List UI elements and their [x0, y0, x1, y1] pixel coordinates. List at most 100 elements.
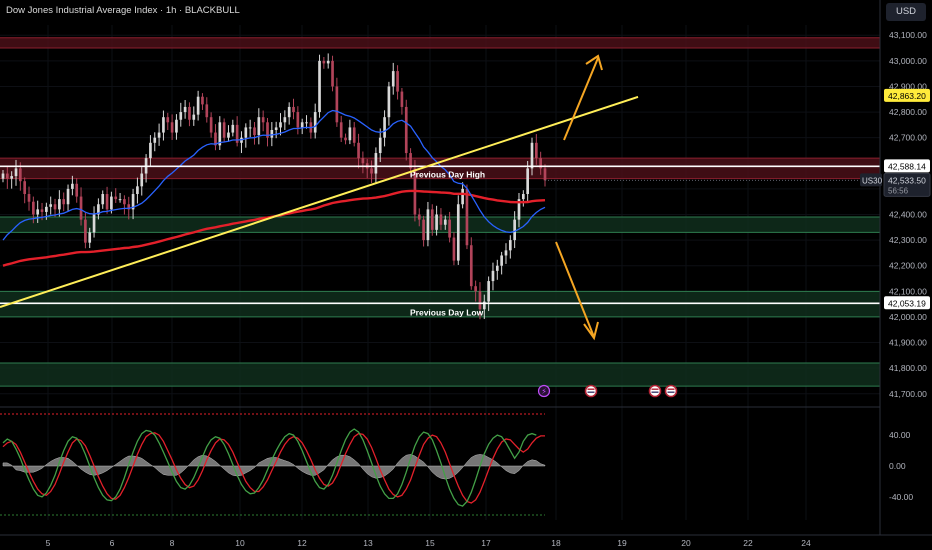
candle-body: [214, 132, 217, 146]
candle-body: [23, 181, 27, 195]
price-tick-label: 42,900.00: [889, 81, 927, 91]
candle-body: [404, 106, 408, 154]
candle-body: [452, 237, 456, 261]
event-flag-stripe: [651, 388, 659, 390]
candle-body: [222, 122, 226, 138]
candle-body: [1, 173, 5, 179]
time-axis[interactable]: 5 6 8 10 12 13 15 17 18 19 20 22 24: [0, 534, 932, 548]
candle-body: [326, 60, 330, 64]
price-zones: [0, 37, 880, 387]
candle-body: [439, 214, 443, 225]
candle-body: [6, 173, 9, 179]
candle-body: [521, 194, 525, 200]
candle-body: [110, 196, 113, 210]
candle-body: [49, 204, 53, 207]
event-flag-stripe: [587, 391, 595, 393]
event-lightning-glyph: ⚡: [541, 387, 547, 396]
oscillator-pane: [0, 406, 880, 516]
symbol-badge-label: US30: [862, 176, 883, 185]
price-badge: [884, 159, 930, 173]
candle-body: [244, 127, 248, 138]
bearish-arrow: [555, 241, 595, 338]
candle-body: [36, 209, 40, 215]
candle-body: [205, 104, 209, 118]
candle-body: [149, 142, 152, 159]
previous-day-high-label: Previous Day High: [410, 169, 485, 179]
event-flag-stripe: [587, 388, 595, 390]
candle-body: [140, 173, 144, 187]
price-tick-label: 42,400.00: [889, 210, 927, 220]
candle-body: [435, 214, 438, 230]
candle-body: [422, 219, 425, 241]
price-tick-label: 41,900.00: [889, 338, 927, 348]
price-badge-label: 42,588.14: [888, 161, 926, 171]
event-flag-stripe: [651, 391, 659, 393]
candle-body: [192, 114, 196, 120]
candle-body: [322, 60, 326, 64]
time-tick-label: 24: [801, 538, 811, 548]
candle-body: [75, 183, 79, 197]
candle-body: [305, 122, 308, 124]
candle-body: [539, 158, 542, 169]
symbol-badge: [860, 173, 882, 187]
event-marker-flag-icon: [648, 384, 662, 398]
candle-body: [231, 124, 235, 133]
bullish-arrow: [563, 57, 599, 141]
bearish-arrowhead: [583, 321, 599, 341]
candle-body: [456, 204, 460, 261]
resistance-zone: [0, 158, 880, 179]
candle-body: [508, 240, 512, 251]
day-levels: Previous Day High Previous Day Low: [0, 165, 880, 317]
candle-body: [136, 186, 139, 195]
price-badge: [884, 88, 930, 102]
candle-body: [235, 124, 239, 143]
time-tick-label: 22: [743, 538, 753, 548]
candle-body: [491, 270, 495, 282]
support-zone: [0, 291, 880, 317]
candle-body: [279, 122, 282, 128]
oscillator-tick-label: 40.00: [889, 430, 911, 440]
candle-body: [114, 196, 118, 200]
price-axis[interactable]: 43,100.00 43,000.00 42,900.00 42,800.00 42,7…: [860, 0, 931, 535]
candle-body: [292, 106, 295, 113]
candle-body: [196, 96, 200, 115]
candle-body: [534, 142, 538, 159]
candle-body: [495, 265, 499, 271]
last-price-badge-label: 42,533.50: [888, 175, 926, 185]
time-tick-label: 17: [481, 538, 491, 548]
price-badge-label: 42,863.20: [888, 91, 926, 101]
candle-body: [32, 201, 35, 215]
candle-body: [84, 219, 87, 243]
candle-body: [253, 127, 256, 136]
candle-body: [218, 122, 222, 146]
candle-body: [287, 106, 291, 118]
price-tick-label: 42,800.00: [889, 107, 927, 117]
candle-body: [157, 132, 161, 138]
countdown-label: 56:56: [888, 186, 909, 195]
candle-body: [92, 214, 96, 233]
candle-body: [530, 142, 534, 169]
candle-body: [465, 188, 469, 246]
candle-body: [266, 122, 269, 138]
candle-body: [430, 209, 434, 230]
candle-body: [101, 194, 105, 205]
candle-body: [71, 183, 74, 189]
candle-body: [79, 196, 83, 220]
candle-body: [313, 112, 317, 133]
time-tick-label: 5: [46, 538, 51, 548]
event-marker-lightning-icon: [537, 384, 551, 398]
currency-button[interactable]: USD: [886, 3, 926, 21]
candle-body: [62, 199, 66, 205]
candle-body: [526, 168, 529, 195]
candle-body: [40, 209, 44, 212]
time-tick-label: 12: [297, 538, 307, 548]
candle-body: [257, 117, 261, 136]
candle-body: [127, 204, 131, 210]
time-tick-label: 19: [617, 538, 627, 548]
candle-body: [45, 206, 48, 212]
price-tick-label: 42,300.00: [889, 235, 927, 245]
time-tick-label: 15: [425, 538, 435, 548]
candle-body: [14, 168, 18, 177]
candle-body: [270, 129, 274, 138]
